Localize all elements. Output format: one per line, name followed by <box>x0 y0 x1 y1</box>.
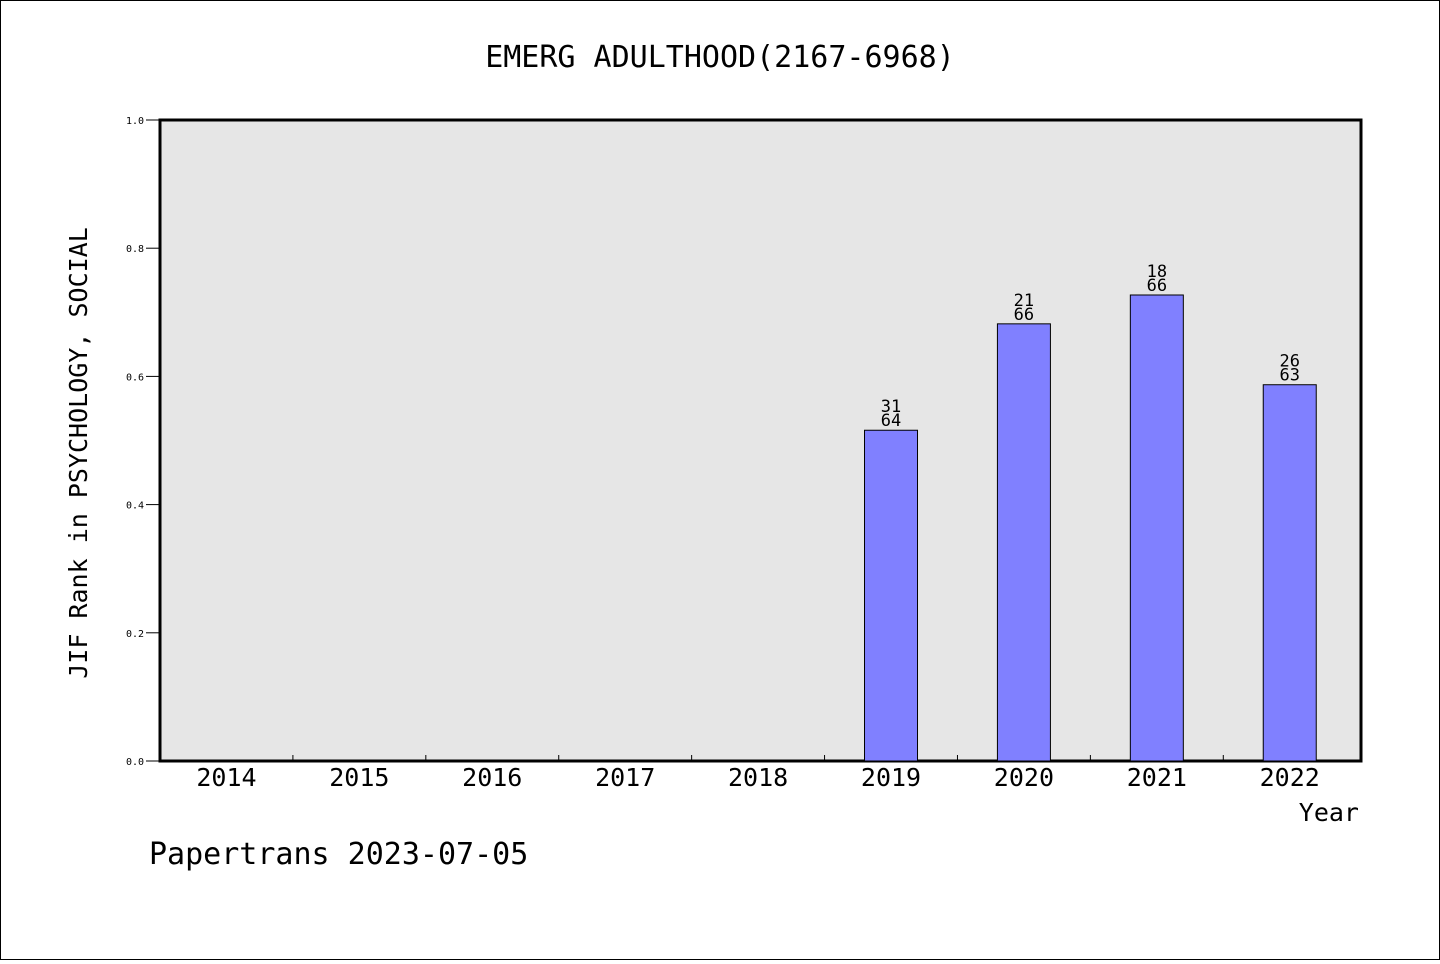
x-tick-label: 2019 <box>861 763 921 792</box>
bar-rank-label: 26 <box>1279 352 1299 372</box>
bar-2020 <box>996 323 1051 762</box>
x-tick-label: 2021 <box>1127 763 1187 792</box>
y-axis: 0.0 0.2 0.4 0.6 0.8 1.0 <box>126 116 160 768</box>
bar-total-label: 66 <box>1014 305 1034 325</box>
y-tick-label: 0.0 <box>126 757 144 768</box>
y-tick-label: 1.0 <box>126 116 144 127</box>
x-tick-label: 2020 <box>994 763 1054 792</box>
bar-rank-label: 18 <box>1147 262 1167 282</box>
bar-2019 <box>864 429 919 762</box>
y-tick-label: 0.4 <box>126 501 144 512</box>
x-tick-label: 2022 <box>1260 763 1320 792</box>
bar-total-label: 63 <box>1279 366 1299 386</box>
y-tick-label: 0.8 <box>126 244 144 255</box>
y-axis-label: JIF Rank in PSYCHOLOGY, SOCIAL <box>64 227 93 679</box>
x-axis-label: Year <box>1299 798 1359 827</box>
bar-rank-label: 31 <box>881 397 901 417</box>
bar-rank-label: 21 <box>1014 291 1034 311</box>
x-tick-label: 2014 <box>196 763 256 792</box>
bar-total-label: 66 <box>1147 276 1167 296</box>
x-tick-label: 2015 <box>329 763 389 792</box>
bar-2022 <box>1262 384 1317 762</box>
y-tick-label: 0.2 <box>126 629 144 640</box>
bar-2021 <box>1129 294 1184 762</box>
y-tick-label: 0.6 <box>126 372 144 383</box>
watermark: Papertrans 2023-07-05 <box>149 837 528 872</box>
x-tick-label: 2018 <box>728 763 788 792</box>
x-tick-label: 2016 <box>462 763 522 792</box>
x-axis: 2014 2015 2016 2017 2018 2019 2020 2021 2022 <box>196 755 1320 792</box>
chart-title: EMERG ADULTHOOD(2167-6968) <box>485 40 955 75</box>
x-tick-label: 2017 <box>595 763 655 792</box>
bar-total-label: 64 <box>881 411 901 431</box>
